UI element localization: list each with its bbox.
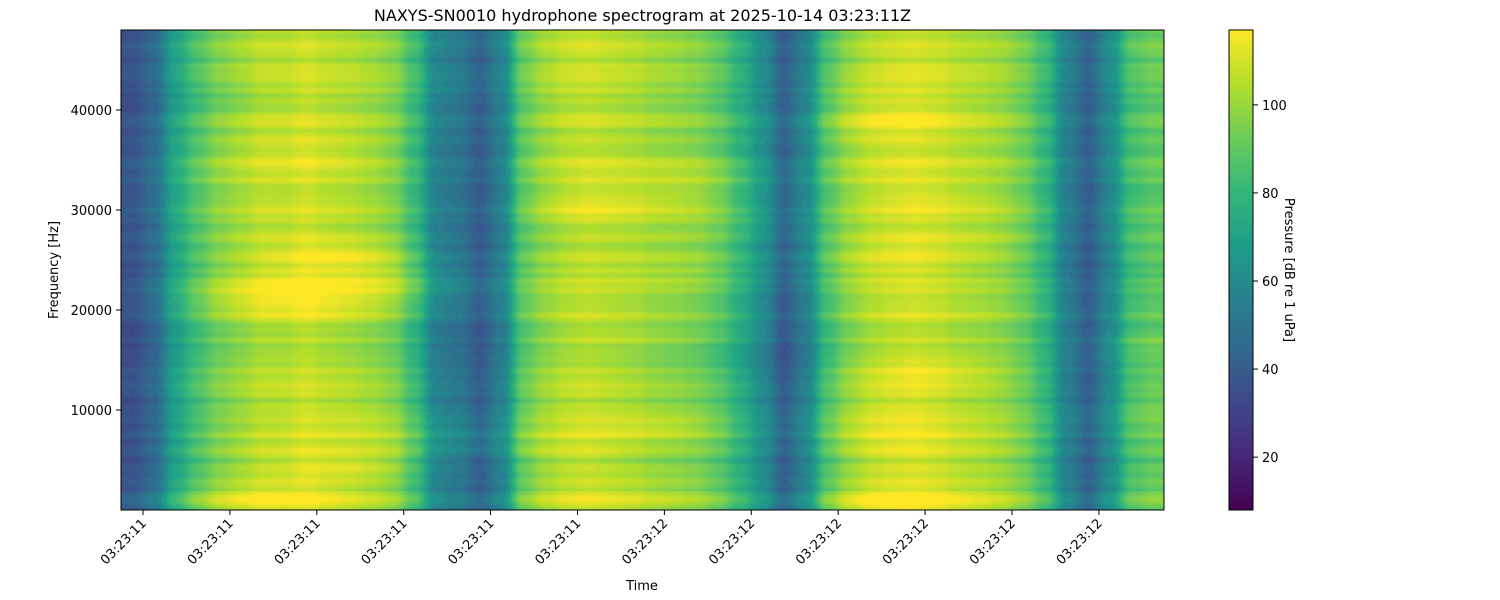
- colorbar-tick-label: 60: [1262, 275, 1279, 290]
- y-tick-label: 40000: [71, 104, 112, 119]
- plot-frame: [120, 29, 1165, 511]
- x-tick-label: 03:23:12: [880, 516, 932, 568]
- x-tick-label: 03:23:12: [793, 516, 845, 568]
- x-tick-label: 03:23:11: [446, 516, 498, 568]
- colorbar-frame: [1228, 29, 1254, 511]
- chart-title: NAXYS-SN0010 hydrophone spectrogram at 2…: [373, 6, 912, 25]
- x-tick-label: 03:23:11: [532, 516, 584, 568]
- colorbar-tick-label: 80: [1262, 187, 1279, 202]
- x-tick-label: 03:23:12: [706, 516, 758, 568]
- x-tick-label: 03:23:11: [98, 516, 150, 568]
- x-tick-label: 03:23:11: [359, 516, 411, 568]
- colorbar: [1229, 30, 1253, 510]
- y-tick-label: 20000: [71, 304, 112, 319]
- x-tick-label: 03:23:12: [967, 516, 1019, 568]
- x-tick-label: 03:23:11: [272, 516, 324, 568]
- y-tick-label: 30000: [71, 204, 112, 219]
- y-tick-label: 10000: [71, 404, 112, 419]
- colorbar-tick-label: 100: [1262, 99, 1287, 114]
- y-axis-label: Frequency [Hz]: [47, 221, 62, 319]
- x-tick-label: 03:23:12: [1054, 516, 1106, 568]
- colorbar-tick-label: 20: [1262, 451, 1279, 466]
- x-tick-label: 03:23:12: [619, 516, 671, 568]
- x-tick-label: 03:23:11: [185, 516, 237, 568]
- colorbar-label: Pressure [dB re 1 uPa]: [1281, 198, 1296, 342]
- colorbar-tick-label: 40: [1262, 363, 1279, 378]
- x-axis-label: Time: [625, 579, 658, 594]
- spectrogram-image: [121, 30, 1164, 510]
